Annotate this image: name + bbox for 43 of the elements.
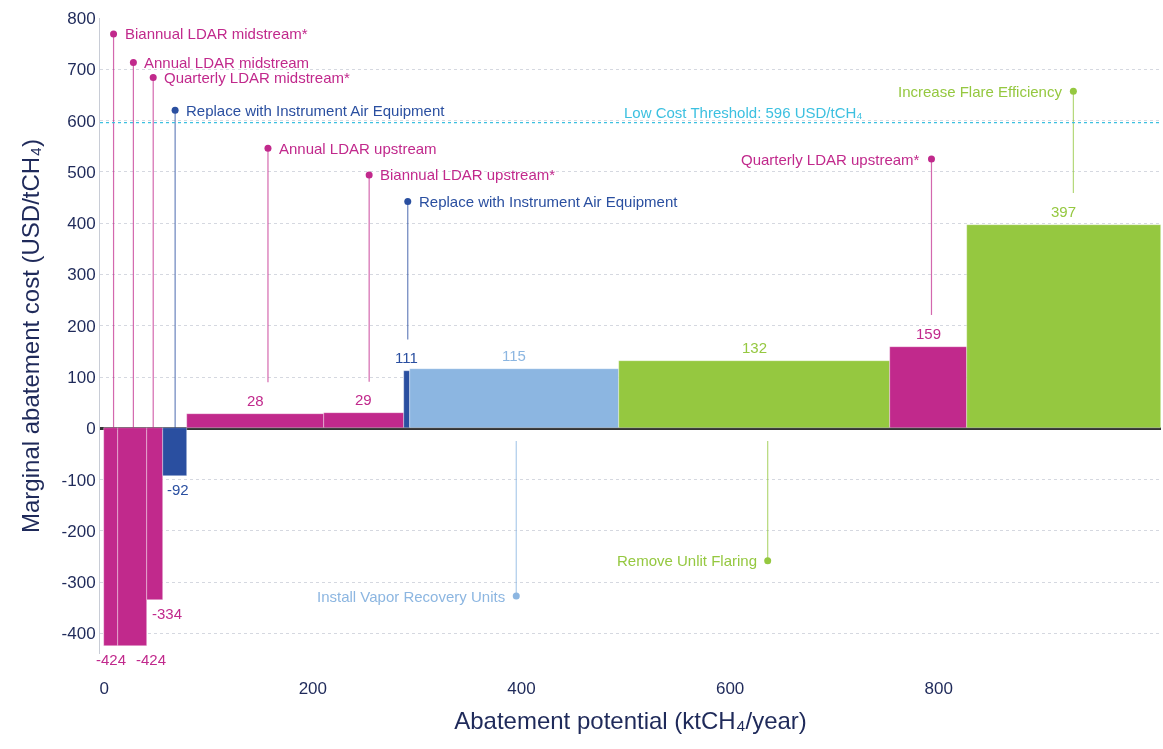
y-tick-label: 600	[67, 111, 96, 131]
annotation: Replace with Instrument Air Equipment	[419, 193, 679, 210]
annotation: Biannual LDAR upstream*	[380, 166, 556, 183]
data-label: 132	[742, 339, 768, 356]
ref-line-label: Low Cost Threshold: 596 USD/tCH₄	[624, 104, 863, 121]
y-tick-label: 300	[67, 265, 96, 285]
data-label: 397	[1051, 203, 1077, 220]
y-tick-label: -400	[61, 624, 96, 644]
data-label: 28	[247, 392, 264, 409]
x-tick-label: 800	[924, 679, 953, 698]
data-label: -424	[96, 651, 127, 668]
y-tick-label: 200	[67, 316, 96, 336]
annotation: Increase Flare Efficiency	[898, 83, 1063, 100]
annotation: Remove Unlit Flaring	[617, 552, 758, 569]
data-label: 111	[395, 349, 418, 366]
x-tick-label: 0	[99, 679, 109, 698]
y-tick-label: -100	[61, 470, 96, 490]
data-label: 115	[502, 347, 526, 364]
data-label: 29	[355, 391, 372, 408]
data-label: -334	[152, 605, 183, 622]
y-tick-label: 0	[86, 419, 96, 439]
y-tick-label: 500	[67, 162, 96, 182]
annotation: Quarterly LDAR upstream*	[741, 151, 920, 168]
x-tick-label: 600	[715, 679, 745, 698]
annotation: Annual LDAR midstream	[144, 54, 310, 71]
data-label: 159	[916, 325, 942, 342]
data-label: -92	[167, 481, 189, 498]
y-tick-label: 800	[67, 8, 96, 28]
x-tick-label: 200	[298, 679, 328, 698]
annotation: Annual LDAR upstream	[279, 140, 437, 157]
y-tick-label: 100	[67, 367, 96, 387]
data-label: -424	[136, 651, 167, 668]
annotation: Replace with Instrument Air Equipment	[186, 102, 446, 119]
annotation: Quarterly LDAR midstream*	[164, 69, 351, 86]
y-tick-label: 400	[67, 214, 96, 234]
x-tick-label: 400	[507, 679, 536, 698]
annotation: Install Vapor Recovery Units	[317, 588, 506, 605]
annotation: Biannual LDAR midstream*	[125, 25, 308, 42]
x-axis-title: Abatement potential (ktCH₄/year)	[454, 707, 807, 735]
y-tick-label: 700	[67, 60, 96, 80]
y-axis-title: Marginal abatement cost (USD/tCH₄)	[16, 139, 44, 533]
y-tick-label: -300	[61, 573, 96, 593]
y-tick-label: -200	[61, 521, 96, 541]
